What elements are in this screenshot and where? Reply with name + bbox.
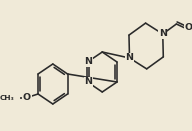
Text: O: O bbox=[23, 94, 31, 102]
Text: O: O bbox=[184, 23, 192, 32]
Text: N: N bbox=[159, 29, 167, 39]
Text: N: N bbox=[84, 78, 92, 86]
Text: N: N bbox=[84, 58, 92, 67]
Text: N: N bbox=[126, 53, 133, 62]
Text: CH₃: CH₃ bbox=[0, 95, 14, 101]
